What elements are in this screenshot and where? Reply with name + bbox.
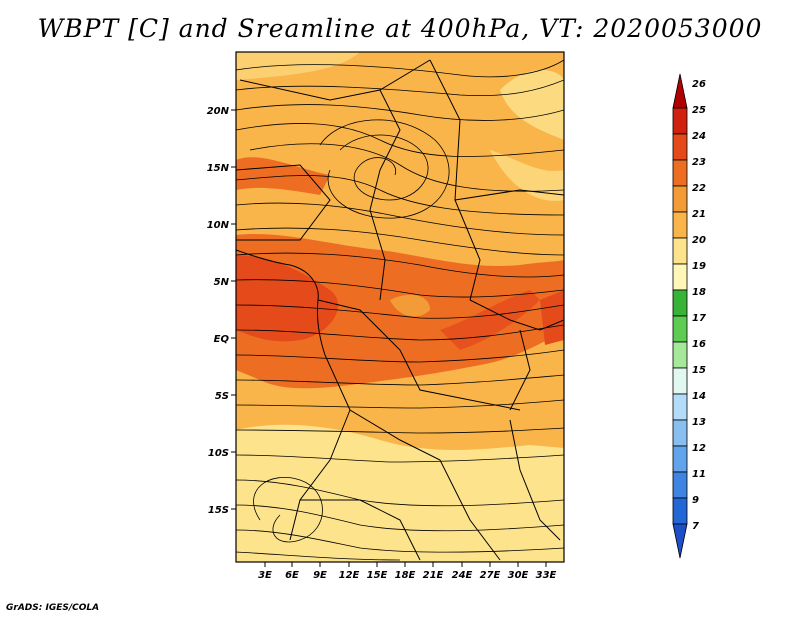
lat-label: 20N <box>207 106 230 117</box>
longitude-axis: 3E 6E 9E 12E 15E 18E 21E 24E 27E 30E 33E <box>258 562 557 581</box>
colorbar-label: 23 <box>692 157 706 168</box>
country-borders <box>236 59 564 561</box>
lon-label: 21E <box>423 570 444 581</box>
colorbar-label: 26 <box>692 79 706 90</box>
colorbar-swatch <box>672 211 688 239</box>
colorbar-label: 20 <box>692 235 706 246</box>
colorbar-label: 12 <box>692 443 706 454</box>
colorbar-label: 22 <box>692 183 706 194</box>
colorbar-label: 15 <box>692 365 706 376</box>
lon-label: 18E <box>395 570 416 581</box>
lat-label: 5N <box>214 277 230 288</box>
colorbar-label: 19 <box>692 261 706 272</box>
colorbar-label: 25 <box>692 105 706 116</box>
colorbar-swatch <box>672 393 688 421</box>
colorbar: 26 25 24 23 22 21 20 19 18 17 16 15 14 13 12 11 9 7 <box>672 73 706 559</box>
colorbar-swatch <box>672 315 688 343</box>
colorbar-swatch <box>672 341 688 369</box>
colorbar-swatch <box>672 367 688 395</box>
colorbar-swatch <box>672 445 688 473</box>
lon-label: 27E <box>480 570 501 581</box>
colorbar-swatch <box>672 237 688 265</box>
colorbar-swatch <box>672 523 688 559</box>
lat-label: 5S <box>215 391 229 402</box>
colorbar-swatch <box>672 497 688 525</box>
lon-label: 33E <box>536 570 557 581</box>
lat-label: 10S <box>208 448 229 459</box>
colorbar-swatch <box>672 289 688 317</box>
colorbar-label: 16 <box>692 339 706 350</box>
colorbar-swatch <box>672 133 688 161</box>
colorbar-swatch <box>672 419 688 447</box>
colorbar-swatch <box>672 73 688 109</box>
colorbar-label: 13 <box>692 417 706 428</box>
colorbar-swatch <box>672 107 688 135</box>
lon-label: 6E <box>285 570 299 581</box>
latitude-axis: 20N 15N 10N 5N EQ 5S 10S 15S <box>207 106 236 516</box>
lon-label: 30E <box>508 570 529 581</box>
wbpt-shading <box>236 52 564 562</box>
colorbar-swatch <box>672 263 688 291</box>
lon-label: 15E <box>367 570 388 581</box>
lon-label: 12E <box>339 570 360 581</box>
streamlines <box>236 59 564 561</box>
colorbar-label: 17 <box>692 313 706 324</box>
chart-title: WBPT [C] and Sreamline at 400hPa, VT: 20… <box>37 14 763 43</box>
colorbar-swatch <box>672 185 688 213</box>
colorbar-label: 11 <box>692 469 706 480</box>
lon-label: 3E <box>258 570 272 581</box>
lat-label: 15N <box>207 163 230 174</box>
colorbar-label: 14 <box>692 391 706 402</box>
colorbar-label: 24 <box>692 131 706 142</box>
colorbar-label: 21 <box>692 209 706 220</box>
map-frame <box>235 51 565 563</box>
lat-label: 10N <box>207 220 230 231</box>
colorbar-label: 18 <box>692 287 706 298</box>
lat-label: 15S <box>208 505 229 516</box>
colorbar-label: 7 <box>692 521 699 532</box>
colorbar-label: 9 <box>692 495 699 506</box>
lat-label: EQ <box>214 334 230 345</box>
grads-credit: GrADS: IGES/COLA <box>6 603 100 613</box>
lon-label: 9E <box>313 570 327 581</box>
colorbar-swatch <box>672 159 688 187</box>
lon-label: 24E <box>452 570 473 581</box>
colorbar-swatch <box>672 471 688 499</box>
